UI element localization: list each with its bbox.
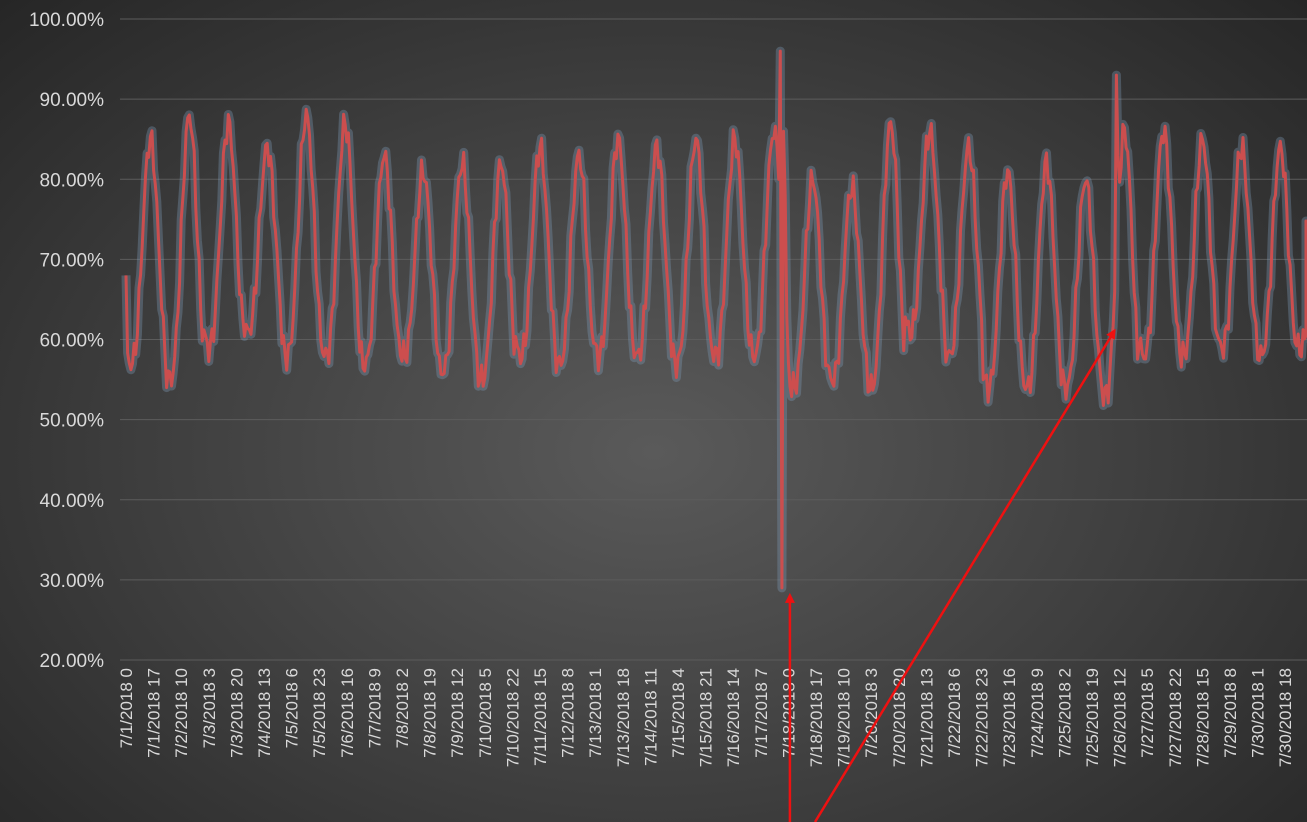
x-tick-label: 7/20/2018 3 [862,668,881,758]
x-tick-label: 7/19/2018 10 [835,668,854,767]
x-tick-label: 7/10/2018 5 [476,668,495,758]
y-axis-tick-labels: 20.00% 30.00% 40.00% 50.00% 60.00% 70.00% 80.0… [29,10,104,672]
series-line [124,49,1307,590]
x-tick-label: 7/21/2018 13 [917,668,936,767]
x-tick-label: 7/10/2018 22 [503,668,522,767]
x-tick-label: 7/9/2018 12 [448,668,467,758]
x-tick-label: 7/5/2018 6 [283,668,302,748]
x-tick-label: 7/30/2018 18 [1276,668,1295,767]
x-tick-label: 7/23/2018 16 [1000,668,1019,767]
x-tick-label: 7/27/2018 5 [1138,668,1157,758]
x-tick-label: 7/25/2018 2 [1055,668,1074,758]
x-tick-label: 7/26/2018 12 [1111,668,1130,767]
x-tick-label: 7/8/2018 2 [393,668,412,748]
x-tick-label: 7/16/2018 14 [724,668,743,767]
x-tick-label: 7/17/2018 7 [752,668,771,758]
x-tick-label: 7/15/2018 4 [669,668,688,758]
x-tick-label: 7/7/2018 9 [365,668,384,748]
x-tick-label: 7/27/2018 22 [1166,668,1185,767]
x-tick-label: 7/18/2018 17 [807,668,826,767]
y-tick-label: 50.00% [40,411,105,432]
x-tick-label: 7/14/2018 11 [641,668,660,766]
x-tick-label: 7/22/2018 23 [973,668,992,767]
x-tick-label: 7/25/2018 19 [1083,668,1102,767]
x-tick-label: 7/29/2018 8 [1221,668,1240,758]
x-axis-tick-labels: 7/1/2018 0 7/1/2018 17 7/2/2018 10 7/3/2018… [117,668,1307,767]
x-tick-label: 7/15/2018 21 [697,668,716,767]
x-tick-label: 7/22/2018 6 [945,668,964,758]
x-tick-label: 7/13/2018 1 [586,668,605,758]
y-tick-label: 90.00% [40,90,105,111]
y-tick-label: 60.00% [40,331,105,352]
x-tick-label: 7/6/2018 16 [338,668,357,758]
x-tick-label: 7/28/2018 15 [1193,668,1212,767]
series [121,46,1307,593]
annotation-arrows [784,328,1116,822]
gridlines [120,18,1307,661]
x-tick-label: 7/5/2018 23 [310,668,329,758]
x-tick-label: 7/11/2018 15 [531,668,550,766]
x-tick-label: 7/1/2018 0 [117,668,136,748]
annotation-arrow-spike [813,328,1116,822]
x-tick-label: 7/3/2018 3 [200,668,219,748]
x-tick-label: 7/30/2018 1 [1249,668,1268,758]
x-tick-label: 7/1/2018 17 [145,668,164,758]
x-tick-label: 7/31/2018 11 [1304,668,1307,766]
x-tick-label: 7/8/2018 19 [421,668,440,758]
x-tick-label: 7/24/2018 9 [1028,668,1047,758]
y-tick-label: 80.00% [40,170,105,191]
x-tick-label: 7/4/2018 13 [255,668,274,758]
x-tick-label: 7/2/2018 10 [172,668,191,758]
y-tick-label: 30.00% [40,571,105,592]
y-tick-label: 40.00% [40,491,105,512]
x-tick-label: 7/3/2018 20 [227,668,246,758]
x-tick-label: 7/12/2018 8 [559,668,578,758]
x-tick-label: 7/13/2018 18 [614,668,633,767]
y-tick-label: 100.00% [29,10,104,31]
y-tick-label: 70.00% [40,250,105,271]
y-tick-label: 20.00% [40,651,105,672]
